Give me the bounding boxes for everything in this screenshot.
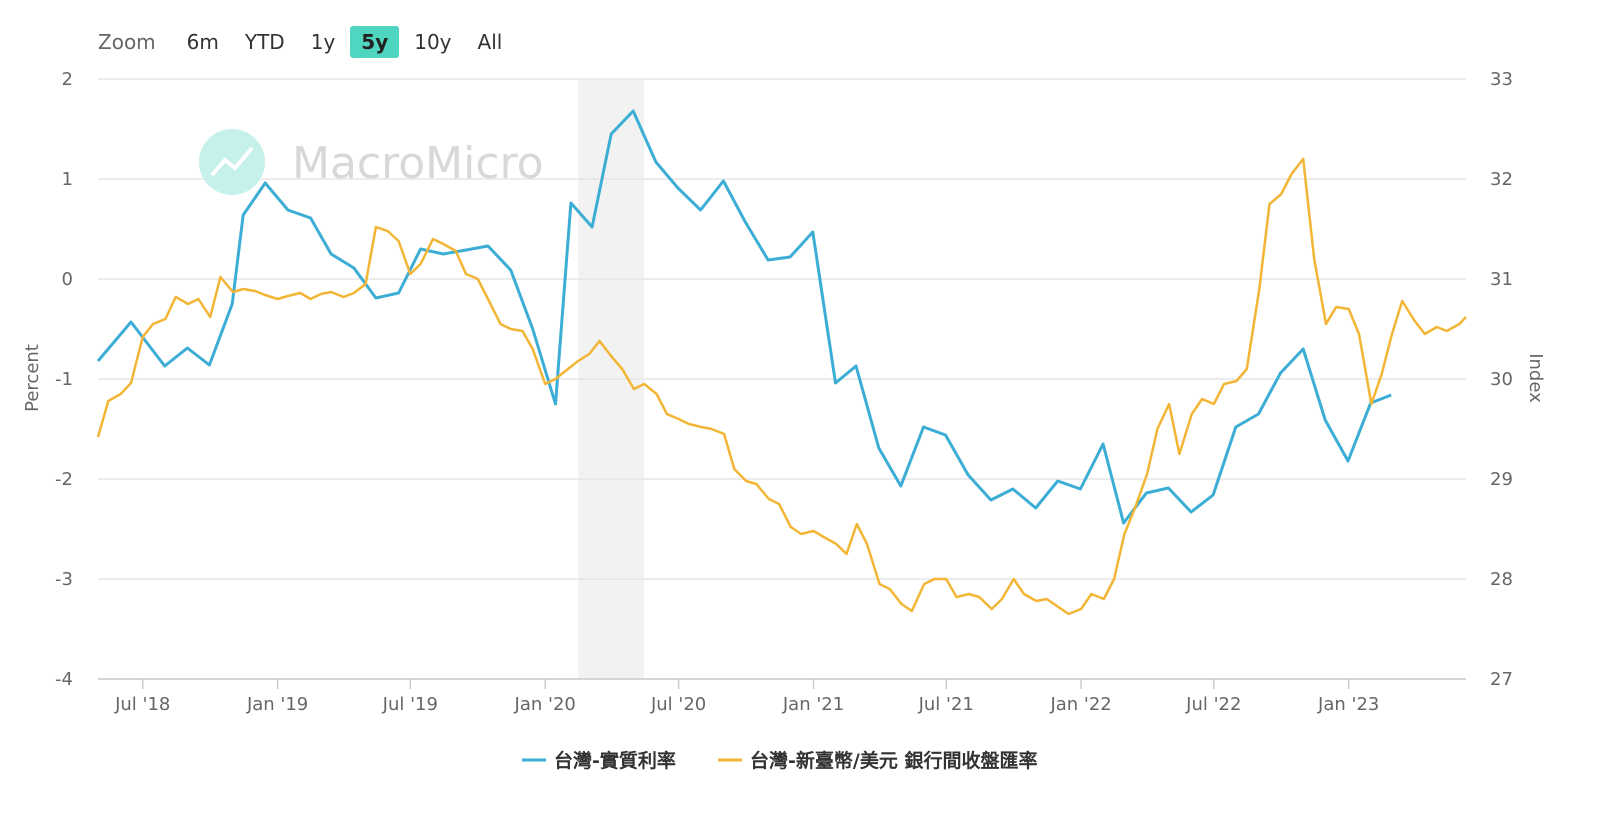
left-tick-label: -3 (55, 569, 73, 590)
x-tick-label: Jul '18 (114, 694, 170, 715)
series-layer (96, 109, 1467, 616)
left-tick-label: -2 (55, 469, 73, 490)
zoom-label: Zoom (98, 30, 156, 54)
left-tick-label: 0 (62, 269, 73, 290)
right-tick-label: 33 (1490, 69, 1513, 90)
x-tick-label: Jan '21 (782, 694, 844, 715)
legend-label-twd-usd: 台灣-新臺幣/美元 銀行間收盤匯率 (750, 749, 1037, 772)
right-tick-label: 27 (1490, 669, 1513, 690)
left-tick-label: -1 (55, 369, 73, 390)
series-line-twd-usd[interactable] (96, 157, 1467, 616)
watermark-logo-trend-icon (210, 146, 254, 177)
x-tick-label: Jul '22 (1185, 694, 1241, 715)
x-tick-label: Jul '20 (650, 694, 706, 715)
left-tick-label: 1 (62, 169, 73, 190)
legend: 台灣-實質利率 台灣-新臺幣/美元 銀行間收盤匯率 (522, 749, 1037, 772)
right-axis-ticks: 33 32 31 30 29 28 27 (1490, 69, 1513, 690)
series-line-real-rate[interactable] (96, 109, 1392, 525)
right-tick-label: 30 (1490, 369, 1513, 390)
x-tick-label: Jan '19 (246, 694, 308, 715)
zoom-button-ytd[interactable]: YTD (244, 30, 285, 54)
watermark-logo-icon (199, 129, 265, 195)
x-tick-label: Jan '22 (1049, 694, 1111, 715)
zoom-button-1y[interactable]: 1y (310, 30, 336, 54)
x-tick-label: Jan '20 (514, 694, 576, 715)
right-axis-title: Index (1525, 353, 1546, 403)
x-axis-ticks: Jul '18 Jan '19 Jul '19 Jan '20 Jul '20 Jan '… (98, 678, 1466, 715)
right-tick-label: 32 (1490, 169, 1513, 190)
zoom-button-5y[interactable]: 5y (350, 26, 400, 58)
zoom-button-6m[interactable]: 6m (186, 30, 219, 54)
left-tick-label: -4 (55, 669, 73, 690)
x-tick-label: Jan '23 (1317, 694, 1379, 715)
zoom-toolbar: Zoom 6m YTD 1y 5y 10y All (92, 24, 517, 60)
watermark: MacroMicro (199, 129, 544, 195)
zoom-button-10y[interactable]: 10y (414, 30, 452, 54)
zoom-button-all[interactable]: All (477, 30, 503, 54)
legend-item-real-rate[interactable]: 台灣-實質利率 (522, 749, 676, 772)
x-tick-label: Jul '21 (918, 694, 974, 715)
right-tick-label: 31 (1490, 269, 1513, 290)
left-axis-title: Percent (22, 344, 43, 412)
x-tick-label: Jul '19 (382, 694, 438, 715)
legend-label-real-rate: 台灣-實質利率 (554, 749, 676, 772)
legend-item-twd-usd[interactable]: 台灣-新臺幣/美元 銀行間收盤匯率 (718, 749, 1037, 772)
watermark-text: MacroMicro (292, 138, 544, 189)
right-tick-label: 28 (1490, 569, 1513, 590)
left-tick-label: 2 (62, 69, 73, 90)
right-tick-label: 29 (1490, 469, 1513, 490)
left-axis-ticks: 2 1 0 -1 -2 -3 -4 (55, 69, 73, 690)
